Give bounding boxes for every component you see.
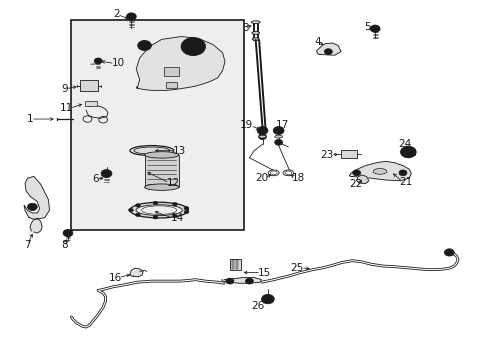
Circle shape <box>183 210 188 214</box>
Text: 14: 14 <box>170 213 183 223</box>
Circle shape <box>172 214 177 218</box>
Bar <box>80 80 98 91</box>
Polygon shape <box>136 37 224 90</box>
Polygon shape <box>356 175 368 184</box>
Polygon shape <box>221 278 261 283</box>
Circle shape <box>273 127 284 134</box>
Text: 4: 4 <box>314 37 321 47</box>
Bar <box>85 101 97 106</box>
Polygon shape <box>348 161 410 181</box>
Circle shape <box>191 52 195 55</box>
Circle shape <box>138 41 151 50</box>
Circle shape <box>181 38 205 55</box>
Circle shape <box>264 297 271 302</box>
Circle shape <box>181 45 185 48</box>
Text: 13: 13 <box>172 145 185 156</box>
Text: 23: 23 <box>320 150 333 160</box>
Text: 9: 9 <box>61 84 68 94</box>
Polygon shape <box>316 43 340 55</box>
Ellipse shape <box>144 184 178 190</box>
Text: 11: 11 <box>60 103 73 113</box>
Circle shape <box>201 45 204 48</box>
Text: 24: 24 <box>397 139 410 149</box>
Circle shape <box>183 207 188 210</box>
Circle shape <box>398 170 406 176</box>
Text: 18: 18 <box>292 173 305 183</box>
Bar <box>166 82 177 88</box>
Text: 1: 1 <box>27 114 34 124</box>
Text: 3: 3 <box>242 23 248 33</box>
Text: 6: 6 <box>92 174 99 184</box>
Polygon shape <box>130 268 143 277</box>
Circle shape <box>185 41 201 52</box>
Text: 16: 16 <box>108 273 122 283</box>
Circle shape <box>172 202 177 206</box>
Circle shape <box>153 201 158 205</box>
Circle shape <box>135 213 140 217</box>
Text: 25: 25 <box>290 263 304 273</box>
Circle shape <box>245 278 253 284</box>
Bar <box>144 155 178 187</box>
Text: 26: 26 <box>251 301 264 311</box>
Circle shape <box>274 139 282 145</box>
Circle shape <box>94 58 102 64</box>
Bar <box>163 67 178 76</box>
Bar <box>229 259 240 270</box>
Circle shape <box>444 249 453 256</box>
Ellipse shape <box>251 21 260 24</box>
Polygon shape <box>24 176 49 220</box>
Bar <box>235 260 238 269</box>
Text: 19: 19 <box>240 121 253 130</box>
Circle shape <box>63 229 73 237</box>
Bar <box>71 21 244 230</box>
Circle shape <box>128 208 133 212</box>
Ellipse shape <box>251 32 259 35</box>
Circle shape <box>135 204 140 207</box>
Text: 5: 5 <box>364 22 370 32</box>
Circle shape <box>324 49 331 54</box>
Text: 2: 2 <box>113 9 120 19</box>
Circle shape <box>400 146 415 158</box>
Circle shape <box>258 134 266 139</box>
Bar <box>340 149 356 158</box>
Circle shape <box>27 203 37 211</box>
Circle shape <box>257 127 267 134</box>
Ellipse shape <box>130 202 188 218</box>
Circle shape <box>141 43 148 48</box>
Text: 15: 15 <box>258 267 271 278</box>
Ellipse shape <box>372 168 386 174</box>
Ellipse shape <box>136 205 182 216</box>
Ellipse shape <box>252 38 259 40</box>
Circle shape <box>191 38 195 41</box>
Text: 8: 8 <box>61 239 67 249</box>
Circle shape <box>126 13 136 20</box>
Ellipse shape <box>134 147 169 154</box>
Text: 17: 17 <box>276 121 289 130</box>
Circle shape <box>369 25 379 32</box>
Circle shape <box>403 148 412 156</box>
Text: 22: 22 <box>348 179 362 189</box>
Text: 20: 20 <box>254 173 267 183</box>
Circle shape <box>352 170 360 176</box>
Text: 10: 10 <box>112 58 125 68</box>
Circle shape <box>153 215 158 219</box>
Circle shape <box>225 278 233 284</box>
Text: 21: 21 <box>399 177 412 187</box>
Circle shape <box>101 170 112 177</box>
Circle shape <box>261 294 274 304</box>
Text: 7: 7 <box>24 239 31 249</box>
Text: 12: 12 <box>166 178 180 188</box>
Ellipse shape <box>258 135 265 138</box>
Ellipse shape <box>144 152 178 158</box>
Ellipse shape <box>274 135 282 138</box>
Bar <box>231 260 234 269</box>
Polygon shape <box>30 219 42 233</box>
